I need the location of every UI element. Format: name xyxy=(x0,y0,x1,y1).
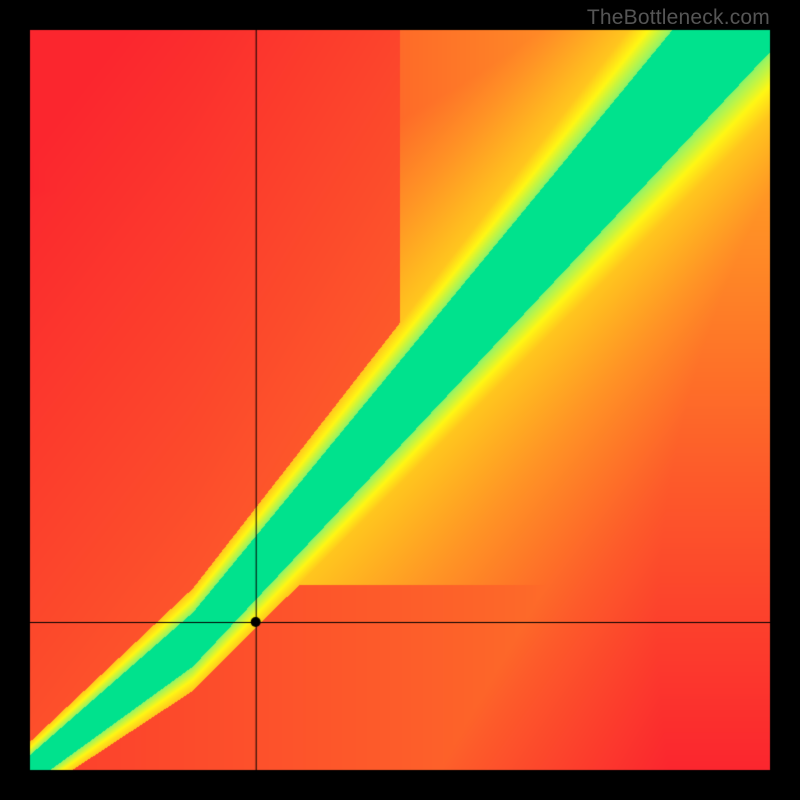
heatmap-chart xyxy=(0,0,800,800)
watermark-label: TheBottleneck.com xyxy=(587,6,770,30)
